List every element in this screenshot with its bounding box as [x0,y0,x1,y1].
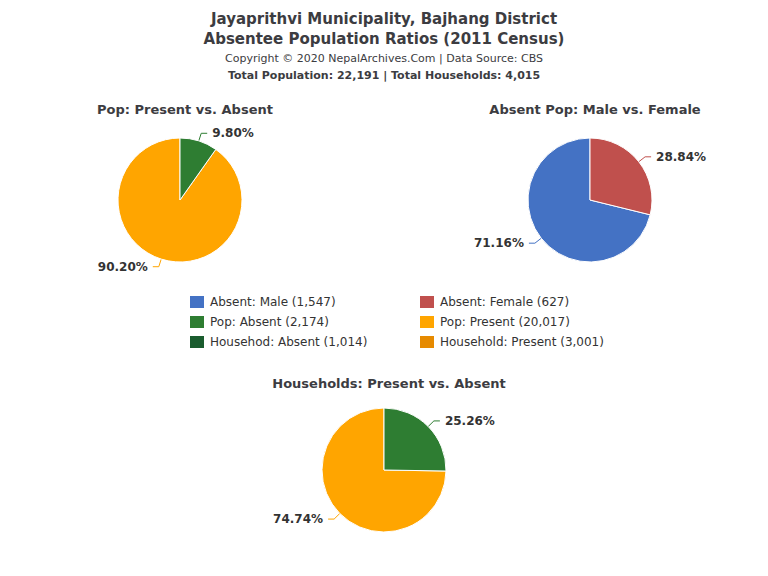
svg-text:74.74%: 74.74% [273,512,323,526]
svg-text:Pop: Present (20,017): Pop: Present (20,017) [440,315,570,329]
svg-text:Absent Pop: Male vs. Female: Absent Pop: Male vs. Female [489,102,701,117]
svg-text:Household: Present (3,001): Household: Present (3,001) [440,335,604,349]
svg-text:Households: Present vs. Absent: Households: Present vs. Absent [272,376,505,391]
svg-text:Househod: Absent (1,014): Househod: Absent (1,014) [210,335,367,349]
svg-text:Absent: Female (627): Absent: Female (627) [440,295,569,309]
svg-text:28.84%: 28.84% [656,150,706,164]
svg-text:71.16%: 71.16% [474,236,524,250]
svg-text:Copyright © 2020 NepalArchives: Copyright © 2020 NepalArchives.Com | Dat… [225,52,543,65]
svg-text:Total Population: 22,191 | Tot: Total Population: 22,191 | Total Househo… [228,69,540,82]
svg-text:Absent: Male (1,547): Absent: Male (1,547) [210,295,336,309]
svg-text:9.80%: 9.80% [212,126,254,140]
svg-text:Pop: Absent (2,174): Pop: Absent (2,174) [210,315,329,329]
svg-text:Pop: Present vs. Absent: Pop: Present vs. Absent [97,102,273,117]
svg-text:25.26%: 25.26% [445,414,495,428]
svg-text:Absentee Population Ratios (20: Absentee Population Ratios (2011 Census) [204,30,565,48]
svg-text:90.20%: 90.20% [98,260,148,274]
svg-text:Jayaprithvi Municipality, Bajh: Jayaprithvi Municipality, Bajhang Distri… [210,10,557,28]
